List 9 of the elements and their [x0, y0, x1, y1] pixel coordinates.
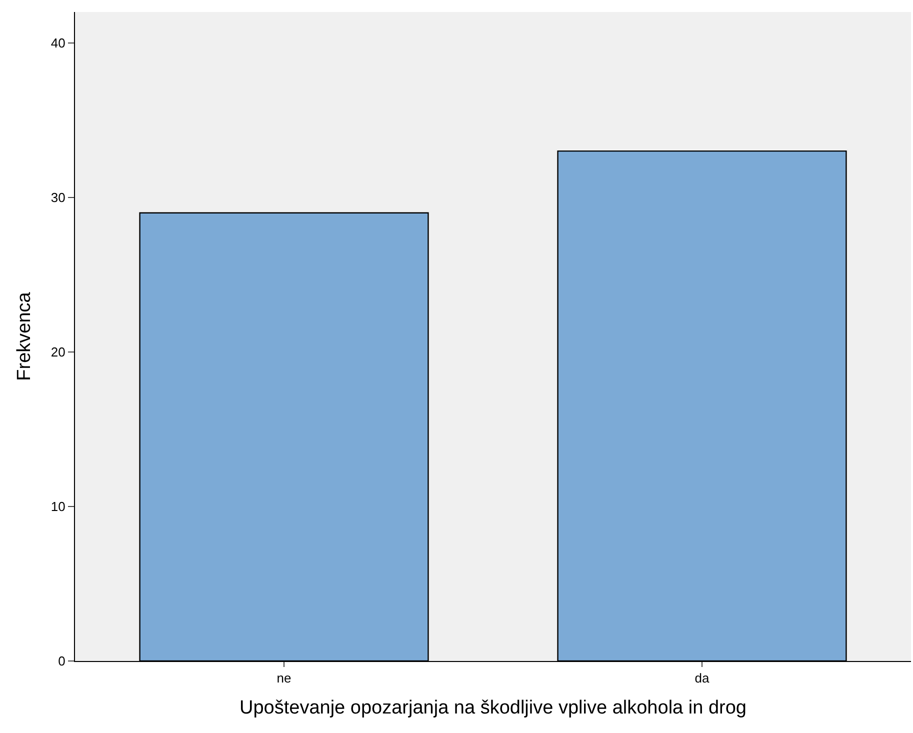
y-tick-label: 20 — [50, 344, 66, 360]
y-tick-label: 0 — [58, 654, 66, 669]
x-tick-label: ne — [276, 670, 292, 686]
y-tick-label: 30 — [50, 190, 66, 205]
x-tick-label: da — [694, 670, 710, 686]
y-axis-title: Frekvenca — [14, 292, 35, 381]
x-axis-title: Upoštevanje opozarjanja na škodljive vplive alkohola in drog — [240, 697, 746, 718]
y-tick-label: 40 — [50, 35, 66, 50]
y-tick-label: 10 — [50, 499, 66, 514]
